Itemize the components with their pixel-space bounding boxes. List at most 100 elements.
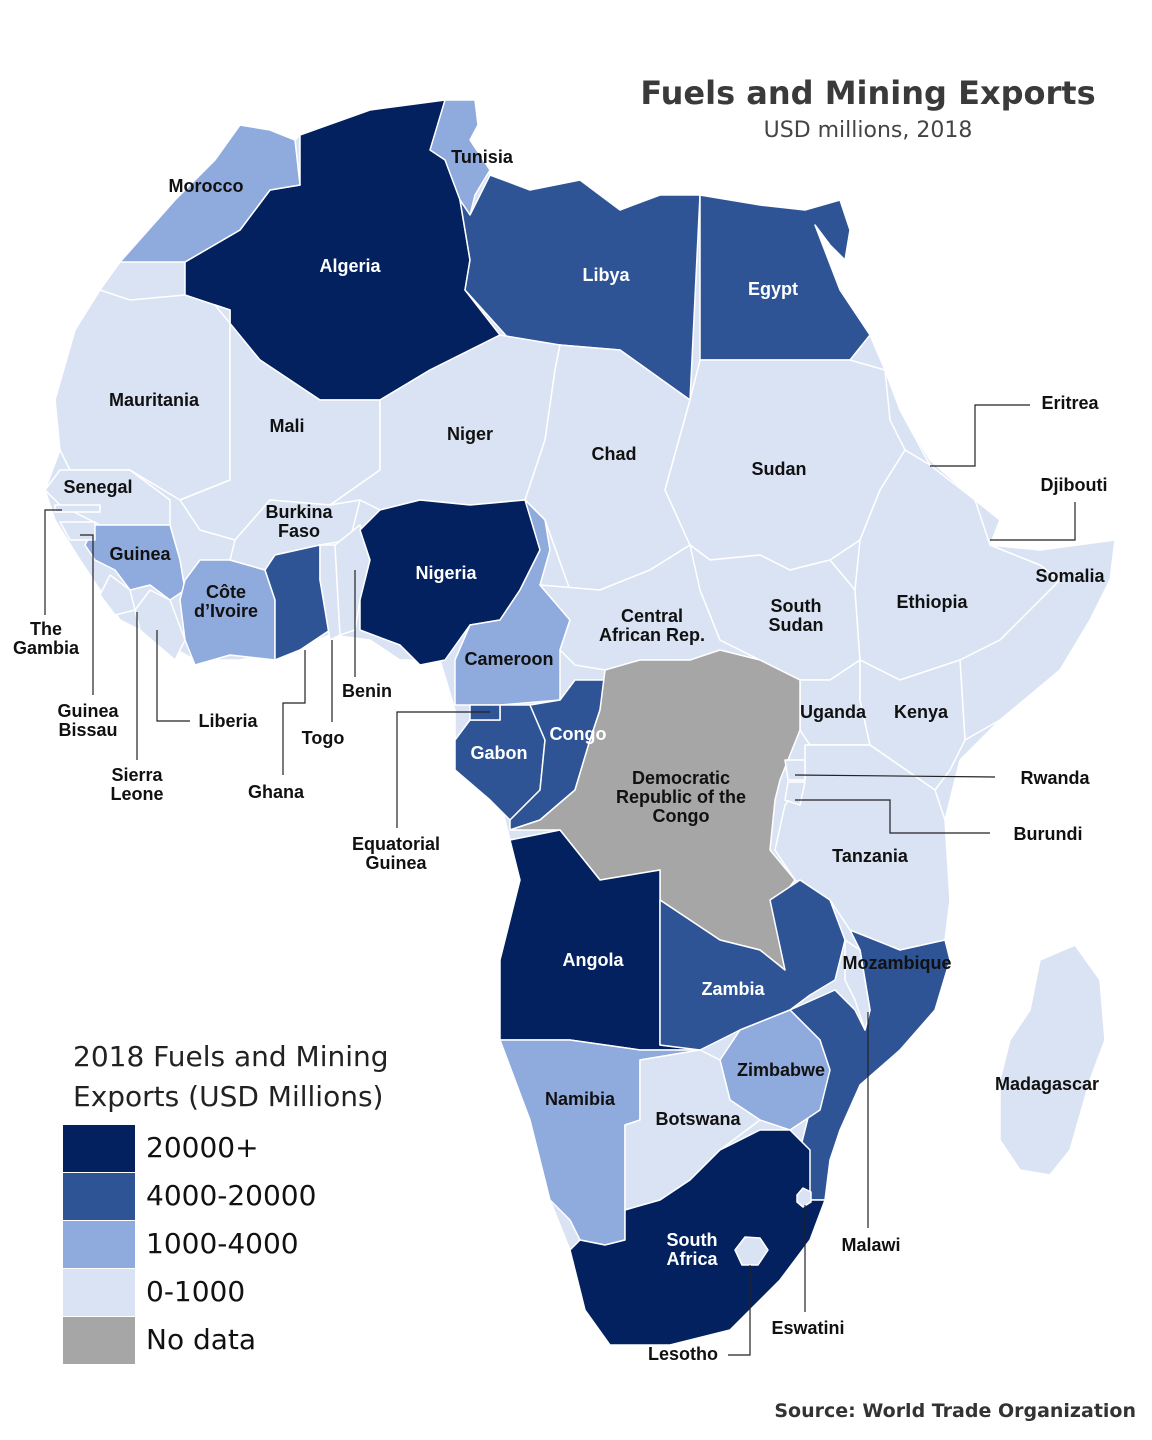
countries	[44, 99, 1116, 1346]
country-label: Algeria	[319, 256, 381, 276]
country-label: Libya	[582, 265, 630, 285]
country-label: Ghana	[248, 782, 305, 802]
country-label: South	[667, 1230, 718, 1250]
country-label: Togo	[302, 728, 345, 748]
country-label: Tunisia	[451, 147, 514, 167]
country	[54, 504, 101, 513]
country	[784, 759, 806, 781]
source: Source: World Trade Organization	[774, 1400, 1136, 1422]
country-label: d’Ivoire	[194, 601, 258, 621]
country-label: Chad	[592, 444, 637, 464]
country-label: Zimbabwe	[737, 1060, 825, 1080]
country-label: Benin	[342, 681, 392, 701]
country-label: Burkina	[265, 502, 333, 522]
country-label: Mauritania	[109, 390, 200, 410]
legend-swatch	[63, 1317, 135, 1364]
country-label: Somalia	[1035, 566, 1105, 586]
leader-line	[396, 711, 490, 828]
country	[784, 781, 806, 806]
country	[319, 544, 341, 641]
country-label: Mali	[269, 416, 304, 436]
country-label: Namibia	[545, 1089, 616, 1109]
leader-line	[80, 534, 94, 695]
country-label: Africa	[666, 1249, 718, 1269]
country-label: Cameroon	[464, 649, 553, 669]
legend-swatch	[63, 1173, 135, 1220]
country-label: Equatorial	[352, 834, 440, 854]
country-label: Gabon	[471, 743, 528, 763]
country	[84, 524, 186, 601]
country	[569, 1129, 826, 1346]
leader-line	[728, 1265, 751, 1356]
country	[429, 99, 491, 216]
country-label: Eswatini	[771, 1318, 844, 1338]
leader-line	[282, 650, 306, 775]
country-label: Malawi	[841, 1235, 900, 1255]
country-label: Gambia	[13, 638, 80, 658]
country-label: Botswana	[655, 1109, 741, 1129]
subtitle: USD millions, 2018	[763, 118, 973, 143]
country	[796, 1187, 812, 1208]
leader-line	[930, 404, 1030, 467]
leader-line	[794, 774, 996, 778]
leader-lines	[44, 404, 1076, 1356]
country	[734, 1236, 769, 1266]
country-label: Morocco	[168, 176, 243, 196]
country-label: Congo	[653, 806, 710, 826]
legend-label: 4000-20000	[146, 1179, 317, 1212]
legend-swatch	[63, 1269, 135, 1316]
country-label: Uganda	[800, 702, 867, 722]
country-label: Congo	[550, 724, 607, 744]
country	[999, 944, 1106, 1176]
country-label: Democratic	[632, 768, 730, 788]
country-label: African Rep.	[599, 625, 705, 645]
legend-label: 20000+	[146, 1131, 259, 1164]
country	[99, 574, 136, 616]
country-label: Niger	[447, 424, 493, 444]
country-label: Guinea	[57, 701, 119, 721]
country-label: Djibouti	[1041, 475, 1108, 495]
country-label: Lesotho	[648, 1344, 718, 1364]
country	[844, 939, 871, 1031]
country	[959, 539, 1116, 741]
country-label: Republic of the	[616, 787, 746, 807]
country-label: Nigeria	[415, 563, 477, 583]
legend-label: 1000-4000	[146, 1227, 299, 1260]
country-label: Burundi	[1014, 824, 1083, 844]
country-label: Côte	[206, 582, 246, 602]
country-label: Angola	[563, 950, 625, 970]
country-label: Central	[621, 606, 683, 626]
country-label: Egypt	[748, 279, 798, 299]
country-label: Faso	[278, 521, 320, 541]
country-label: Bissau	[58, 720, 117, 740]
legend-title: 2018 Fuels and Mining Exports (USD Milli…	[73, 1040, 389, 1113]
country-label: Mozambique	[842, 953, 951, 973]
leader-line	[156, 630, 190, 722]
country-label: Zambia	[701, 979, 765, 999]
country-label: Eritrea	[1041, 393, 1099, 413]
country	[119, 124, 301, 263]
country-labels: Algeria Tunisia Morocco Libya Egypt Mauritani…	[13, 147, 1108, 1364]
country-label: Ethiopia	[897, 592, 969, 612]
country-label: Sierra	[111, 765, 163, 785]
leader-line	[990, 502, 1076, 541]
country-label: Madagascar	[995, 1074, 1099, 1094]
country-label: South	[771, 596, 822, 616]
legend-swatch	[63, 1221, 135, 1268]
country	[859, 659, 966, 791]
country-label: Sudan	[751, 459, 806, 479]
legend-swatch	[63, 1125, 135, 1172]
country-label: The	[30, 619, 62, 639]
country-label: Sudan	[768, 615, 823, 635]
country-label: Tanzania	[832, 846, 909, 866]
leader-line	[795, 799, 990, 834]
legend-label: 0-1000	[146, 1275, 246, 1308]
country-label: Liberia	[198, 711, 258, 731]
title: Fuels and Mining Exports	[640, 74, 1096, 112]
legend-label: No data	[146, 1323, 257, 1356]
country	[699, 194, 871, 361]
country	[229, 499, 361, 571]
leader-line	[44, 509, 62, 615]
